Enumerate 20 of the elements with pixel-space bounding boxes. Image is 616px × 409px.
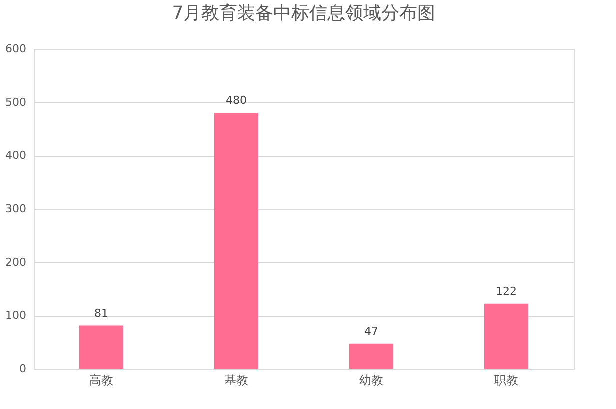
data-label: 81 xyxy=(94,306,108,320)
data-label: 480 xyxy=(226,94,247,107)
y-tick-label: 0 xyxy=(20,362,26,376)
chart-title: 7月教育装备中标信息领域分布图 xyxy=(172,3,436,24)
x-tick-label: 幼教 xyxy=(360,374,384,388)
x-tick-label: 基教 xyxy=(224,374,248,388)
bar xyxy=(214,113,258,369)
data-label: 47 xyxy=(364,324,378,338)
y-tick-label: 300 xyxy=(6,202,26,216)
bar xyxy=(80,326,124,369)
x-tick-label: 高教 xyxy=(90,374,114,388)
y-tick-label: 100 xyxy=(6,309,26,322)
y-tick-label: 600 xyxy=(6,42,26,56)
y-tick-label: 500 xyxy=(6,96,26,109)
y-tick-label: 200 xyxy=(6,256,26,269)
bar xyxy=(350,344,394,369)
data-label: 122 xyxy=(496,284,517,298)
x-tick-label: 职教 xyxy=(494,374,518,388)
y-tick-label: 400 xyxy=(6,149,26,162)
bar xyxy=(484,304,528,369)
